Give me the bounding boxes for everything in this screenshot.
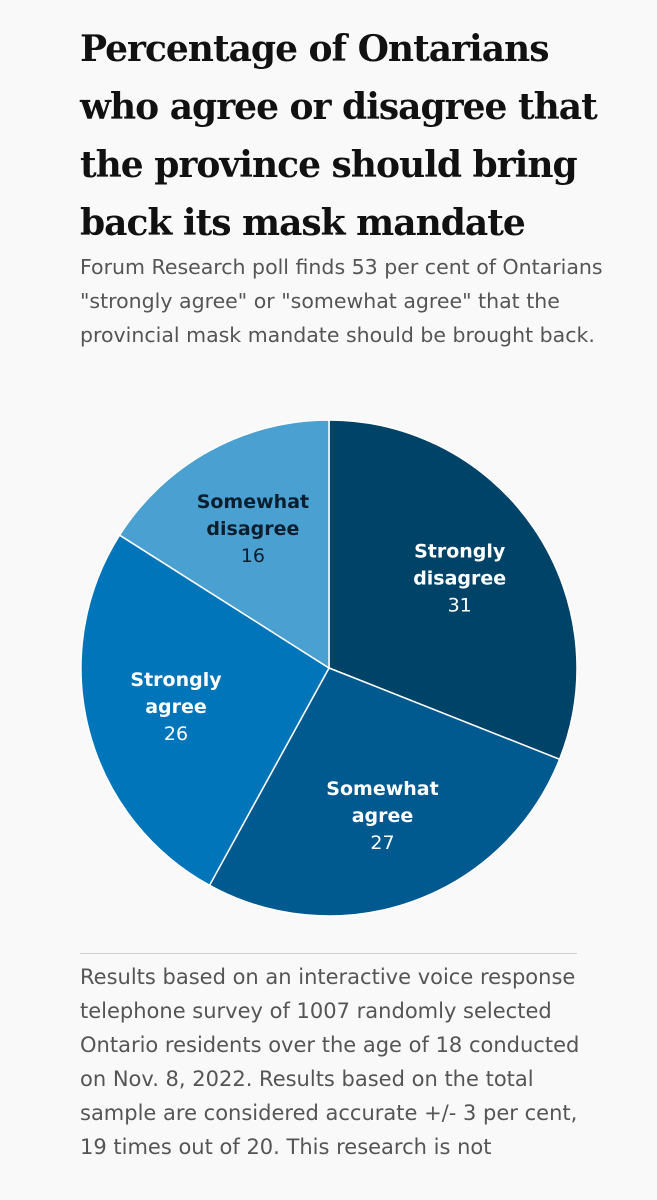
chart-subtitle: Forum Research poll finds 53 per cent of… [80, 255, 603, 347]
divider [80, 953, 577, 954]
slice-category-label: Somewhat [197, 491, 309, 513]
slice-value-label: 31 [448, 595, 472, 617]
slice-category-label: agree [145, 696, 207, 718]
pie-slice-strongly-disagree [328, 419, 578, 761]
slice-value-label: 26 [164, 723, 188, 745]
pie-slice-somewhat-disagree [118, 419, 330, 669]
slice-category-label: agree [352, 805, 414, 827]
slice-value-label: 16 [241, 545, 265, 567]
slice-category-label: Strongly [130, 669, 222, 691]
methodology-note: Results based on an interactive voice re… [80, 965, 580, 1159]
slice-category-label: Somewhat [326, 778, 438, 800]
chart-title: Percentage of Ontarians who agree or dis… [80, 28, 598, 244]
slice-category-label: disagree [413, 568, 506, 590]
slice-value-label: 27 [370, 832, 394, 854]
pie-slice-somewhat-agree [208, 667, 561, 917]
slice-category-label: disagree [206, 518, 299, 540]
slice-category-label: Strongly [414, 541, 506, 563]
pie-slice-strongly-agree [80, 534, 330, 887]
